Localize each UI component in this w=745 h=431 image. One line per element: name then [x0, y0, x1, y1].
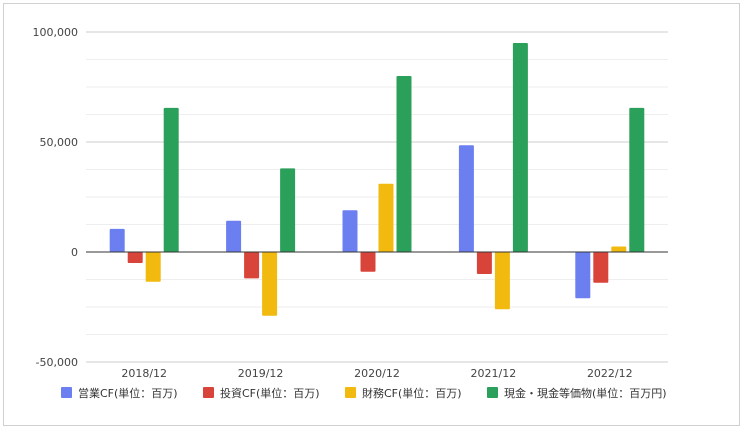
bar-operating-2020-12	[342, 210, 358, 252]
bar-operating-2018-12	[109, 228, 125, 252]
bar-investing-2021-12	[476, 252, 492, 274]
x-tick-label: 2021/12	[471, 367, 517, 380]
bar-financing-2021-12	[494, 252, 510, 310]
bar-investing-2018-12	[127, 252, 143, 263]
y-tick-label: 0	[71, 246, 78, 259]
bar-operating-2019-12	[226, 220, 242, 252]
legend-swatch[interactable]	[203, 387, 214, 398]
y-tick-label: 50,000	[40, 136, 79, 149]
bar-cash-2021-12	[512, 43, 528, 252]
bar-cash-2019-12	[280, 168, 296, 252]
bar-cash-2018-12	[163, 107, 179, 253]
legend-label[interactable]: 財務CF(単位：百万)	[362, 386, 462, 400]
bar-operating-2021-12	[458, 145, 474, 252]
bar-financing-2020-12	[378, 183, 394, 252]
y-tick-label: 100,000	[33, 26, 79, 39]
bar-investing-2020-12	[360, 252, 376, 272]
chart-frame	[3, 3, 740, 426]
legend-label[interactable]: 営業CF(単位：百万)	[78, 386, 178, 400]
bar-investing-2022-12	[593, 252, 609, 283]
legend-swatch[interactable]	[61, 387, 72, 398]
x-tick-label: 2022/12	[587, 367, 633, 380]
x-tick-label: 2020/12	[354, 367, 400, 380]
bar-operating-2022-12	[575, 252, 591, 299]
legend-label[interactable]: 現金・現金等価物(単位：百万円)	[504, 386, 667, 400]
x-tick-label: 2018/12	[121, 367, 167, 380]
legend-swatch[interactable]	[487, 387, 498, 398]
y-tick-label: -50,000	[36, 356, 78, 369]
bar-cash-2020-12	[396, 76, 412, 252]
bar-financing-2019-12	[262, 252, 278, 316]
legend-label[interactable]: 投資CF(単位：百万)	[220, 386, 320, 400]
bar-cash-2022-12	[629, 107, 645, 253]
x-tick-label: 2019/12	[238, 367, 284, 380]
bar-financing-2022-12	[611, 246, 627, 252]
bar-financing-2018-12	[145, 252, 161, 282]
bar-investing-2019-12	[244, 252, 260, 279]
legend-swatch[interactable]	[345, 387, 356, 398]
